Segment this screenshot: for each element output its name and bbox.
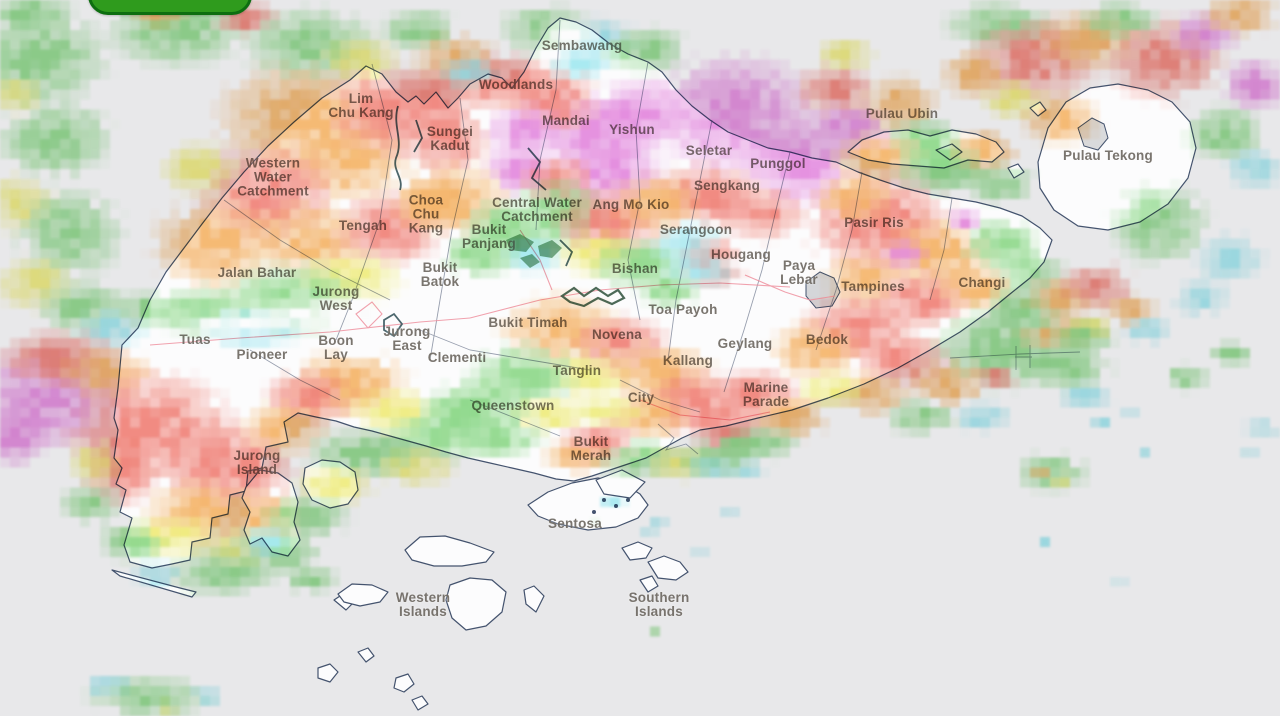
timestamp-badge: 10.50am 25 Jun — [88, 0, 252, 15]
timestamp-label: 10.50am 25 Jun — [107, 0, 233, 2]
